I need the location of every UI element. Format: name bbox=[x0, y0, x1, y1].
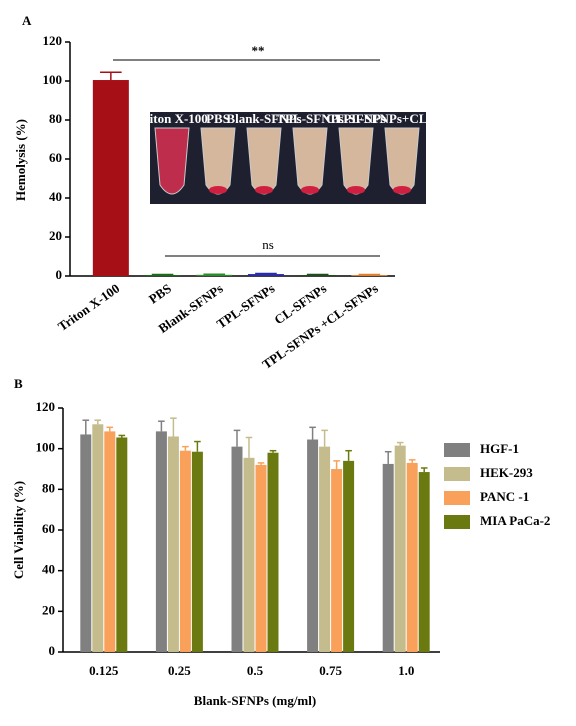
bar bbox=[196, 274, 233, 276]
bar bbox=[144, 275, 181, 276]
bar bbox=[247, 274, 284, 276]
bar bbox=[418, 472, 430, 652]
bar bbox=[394, 445, 406, 652]
y-tick-label: 80 bbox=[42, 480, 55, 495]
legend-label: MIA PaCa-2 bbox=[480, 513, 550, 528]
bar bbox=[319, 446, 331, 652]
pellet bbox=[301, 186, 319, 194]
x-tick-label: 1.0 bbox=[398, 663, 414, 678]
legend-swatch bbox=[444, 491, 470, 505]
legend-swatch bbox=[444, 467, 470, 481]
annotation: ns bbox=[262, 237, 274, 252]
bar bbox=[92, 424, 104, 652]
y-tick-label: 40 bbox=[49, 189, 62, 204]
bar bbox=[231, 446, 243, 652]
x-tick-label: 0.5 bbox=[247, 663, 264, 678]
bar bbox=[155, 431, 167, 652]
bar bbox=[80, 434, 92, 652]
legend-label: HGF-1 bbox=[480, 441, 519, 456]
inset-label: PBS bbox=[206, 111, 230, 126]
x-tick-label: 0.75 bbox=[319, 663, 342, 678]
bar bbox=[331, 469, 343, 652]
y-tick-label: 80 bbox=[49, 111, 62, 126]
x-tick-label: Triton X-100 bbox=[55, 281, 122, 334]
x-axis-title: Blank-SFNPs (mg/ml) bbox=[194, 693, 316, 708]
bar bbox=[92, 80, 129, 277]
x-tick-label: 0.125 bbox=[89, 663, 119, 678]
bar bbox=[116, 437, 128, 652]
legend-label: HEK-293 bbox=[480, 465, 533, 480]
bar bbox=[343, 460, 355, 652]
bar bbox=[191, 451, 203, 652]
legend-label: PANC -1 bbox=[480, 489, 529, 504]
y-tick-label: 0 bbox=[49, 643, 56, 658]
tube bbox=[246, 127, 282, 195]
inset-label: TPL-SFNPs+CL-SFNPs bbox=[335, 111, 470, 126]
tube bbox=[292, 127, 328, 195]
tube bbox=[200, 127, 236, 195]
x-tick-label: 0.25 bbox=[168, 663, 191, 678]
bar bbox=[167, 436, 179, 652]
y-tick-label: 40 bbox=[42, 562, 55, 577]
inset-photo: Triton X-100PBSBlank-SFNPsTPL-SFNPsCL-SF… bbox=[136, 111, 469, 204]
pellet bbox=[209, 186, 227, 194]
tube bbox=[384, 127, 420, 195]
y-tick-label: 120 bbox=[36, 399, 56, 414]
inset-label: Blank-SFNPs bbox=[226, 111, 301, 126]
x-tick-label: PBS bbox=[146, 281, 174, 307]
bar bbox=[243, 457, 255, 652]
panel-label: A bbox=[22, 13, 32, 28]
y-tick-label: 60 bbox=[42, 521, 55, 536]
legend-swatch bbox=[444, 515, 470, 529]
x-tick-label: TPL-SFNPs bbox=[214, 281, 278, 332]
pellet bbox=[255, 186, 273, 194]
y-tick-label: 20 bbox=[49, 228, 62, 243]
pellet bbox=[393, 186, 411, 194]
annotation: ** bbox=[252, 43, 265, 58]
panel-label: B bbox=[14, 376, 23, 391]
bar bbox=[179, 450, 191, 652]
y-axis-title: Hemolysis (%) bbox=[13, 119, 28, 201]
y-tick-label: 20 bbox=[42, 602, 55, 617]
bar bbox=[267, 452, 279, 652]
legend-swatch bbox=[444, 443, 470, 457]
inset-label: TPL-SFNPs bbox=[276, 111, 343, 126]
bar bbox=[255, 464, 267, 652]
y-tick-label: 100 bbox=[43, 72, 63, 87]
inset-label: Triton X-100 bbox=[136, 111, 208, 126]
bar bbox=[382, 463, 394, 652]
y-tick-label: 120 bbox=[43, 33, 63, 48]
y-axis-title: Cell Viability (%) bbox=[11, 481, 26, 579]
tube bbox=[154, 127, 190, 195]
y-tick-label: 100 bbox=[36, 440, 56, 455]
bar bbox=[307, 439, 319, 652]
bar bbox=[104, 431, 116, 652]
pellet bbox=[347, 186, 365, 194]
y-tick-label: 60 bbox=[49, 150, 62, 165]
tube bbox=[338, 127, 374, 195]
inset-label: CL-SFNPs bbox=[326, 111, 386, 126]
y-tick-label: 0 bbox=[56, 267, 63, 282]
bar bbox=[406, 462, 418, 652]
bar bbox=[299, 275, 336, 276]
bar bbox=[351, 275, 388, 276]
